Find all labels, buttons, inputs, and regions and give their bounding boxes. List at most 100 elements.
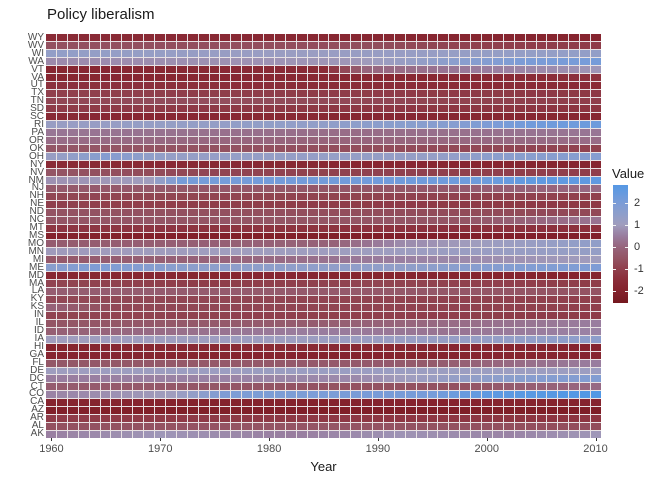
heatmap-cell (188, 74, 198, 81)
heatmap-cell (362, 169, 372, 176)
heatmap-cell (449, 320, 459, 327)
heatmap-cell (122, 74, 132, 81)
heatmap-cell (373, 352, 383, 359)
heatmap-cell (591, 280, 601, 287)
heatmap-cell (504, 74, 514, 81)
heatmap-cell (526, 185, 536, 192)
heatmap-cell (144, 90, 154, 97)
heatmap-cell (373, 42, 383, 49)
heatmap-cell (493, 217, 503, 224)
heatmap-cell (438, 161, 448, 168)
heatmap-cell (199, 399, 209, 406)
heatmap-cell (253, 288, 263, 295)
heatmap-cell (90, 42, 100, 49)
heatmap-cell (253, 105, 263, 112)
heatmap-cell (57, 113, 67, 120)
heatmap-cell (569, 90, 579, 97)
heatmap-cell (537, 352, 547, 359)
heatmap-cell (547, 415, 557, 422)
heatmap-cell (406, 360, 416, 367)
heatmap-cell (449, 193, 459, 200)
heatmap-cell (144, 121, 154, 128)
heatmap-cell (122, 415, 132, 422)
heatmap-cell (460, 336, 470, 343)
heatmap-cell (253, 328, 263, 335)
heatmap-cell (57, 161, 67, 168)
heatmap-cell (231, 240, 241, 247)
heatmap-cell (384, 360, 394, 367)
heatmap-cell (133, 320, 143, 327)
heatmap-cell (90, 225, 100, 232)
heatmap-cell (231, 407, 241, 414)
heatmap-cell (428, 145, 438, 152)
heatmap-cell (220, 225, 230, 232)
heatmap-cell (460, 431, 470, 438)
heatmap-cell (329, 74, 339, 81)
heatmap-cell (242, 66, 252, 73)
heatmap-cell (79, 240, 89, 247)
heatmap-cell (220, 240, 230, 247)
heatmap-cell (329, 209, 339, 216)
heatmap-cell (155, 177, 165, 184)
heatmap-cell (417, 217, 427, 224)
chart-title: Policy liberalism (47, 6, 155, 23)
heatmap-cell (373, 113, 383, 120)
heatmap-cell (406, 344, 416, 351)
heatmap-cell (395, 98, 405, 105)
heatmap-cell (297, 121, 307, 128)
heatmap-cell (90, 233, 100, 240)
heatmap-cell (166, 304, 176, 311)
heatmap-cell (57, 50, 67, 57)
heatmap-cell (482, 375, 492, 382)
heatmap-cell (340, 129, 350, 136)
heatmap-cell (177, 391, 187, 398)
heatmap-cell (438, 50, 448, 57)
heatmap-cell (210, 352, 220, 359)
heatmap-cell (417, 320, 427, 327)
heatmap-cell (111, 185, 121, 192)
heatmap-cell (482, 145, 492, 152)
heatmap-cell (297, 360, 307, 367)
heatmap-cell (558, 217, 568, 224)
heatmap-cell (460, 137, 470, 144)
heatmap-cell (384, 153, 394, 160)
heatmap-cell (210, 217, 220, 224)
heatmap-cell (275, 415, 285, 422)
heatmap-cell (111, 177, 121, 184)
heatmap-cell (329, 375, 339, 382)
heatmap-cell (79, 217, 89, 224)
heatmap-cell (460, 233, 470, 240)
heatmap-cell (220, 193, 230, 200)
heatmap-cell (558, 193, 568, 200)
heatmap-cell (580, 129, 590, 136)
heatmap-cell (111, 137, 121, 144)
heatmap-cell (79, 225, 89, 232)
heatmap-cell (155, 280, 165, 287)
heatmap-cell (482, 336, 492, 343)
heatmap-cell (79, 66, 89, 73)
heatmap-cell (101, 193, 111, 200)
heatmap-cell (537, 272, 547, 279)
heatmap-cell (79, 185, 89, 192)
heatmap-cell (90, 272, 100, 279)
heatmap-cell (493, 201, 503, 208)
heatmap-cell (253, 256, 263, 263)
heatmap-cell (111, 105, 121, 112)
heatmap-cell (253, 177, 263, 184)
heatmap-cell (471, 169, 481, 176)
heatmap-cell (286, 320, 296, 327)
heatmap-cell (526, 121, 536, 128)
heatmap-cell (417, 240, 427, 247)
heatmap-cell (449, 272, 459, 279)
heatmap-cell (482, 296, 492, 303)
heatmap-cell (79, 264, 89, 271)
heatmap-cell (122, 90, 132, 97)
heatmap-cell (101, 66, 111, 73)
heatmap-cell (275, 177, 285, 184)
heatmap-cell (133, 161, 143, 168)
heatmap-cell (155, 217, 165, 224)
heatmap-cell (210, 113, 220, 120)
heatmap-cell (471, 161, 481, 168)
heatmap-cell (275, 129, 285, 136)
heatmap-cell (231, 161, 241, 168)
